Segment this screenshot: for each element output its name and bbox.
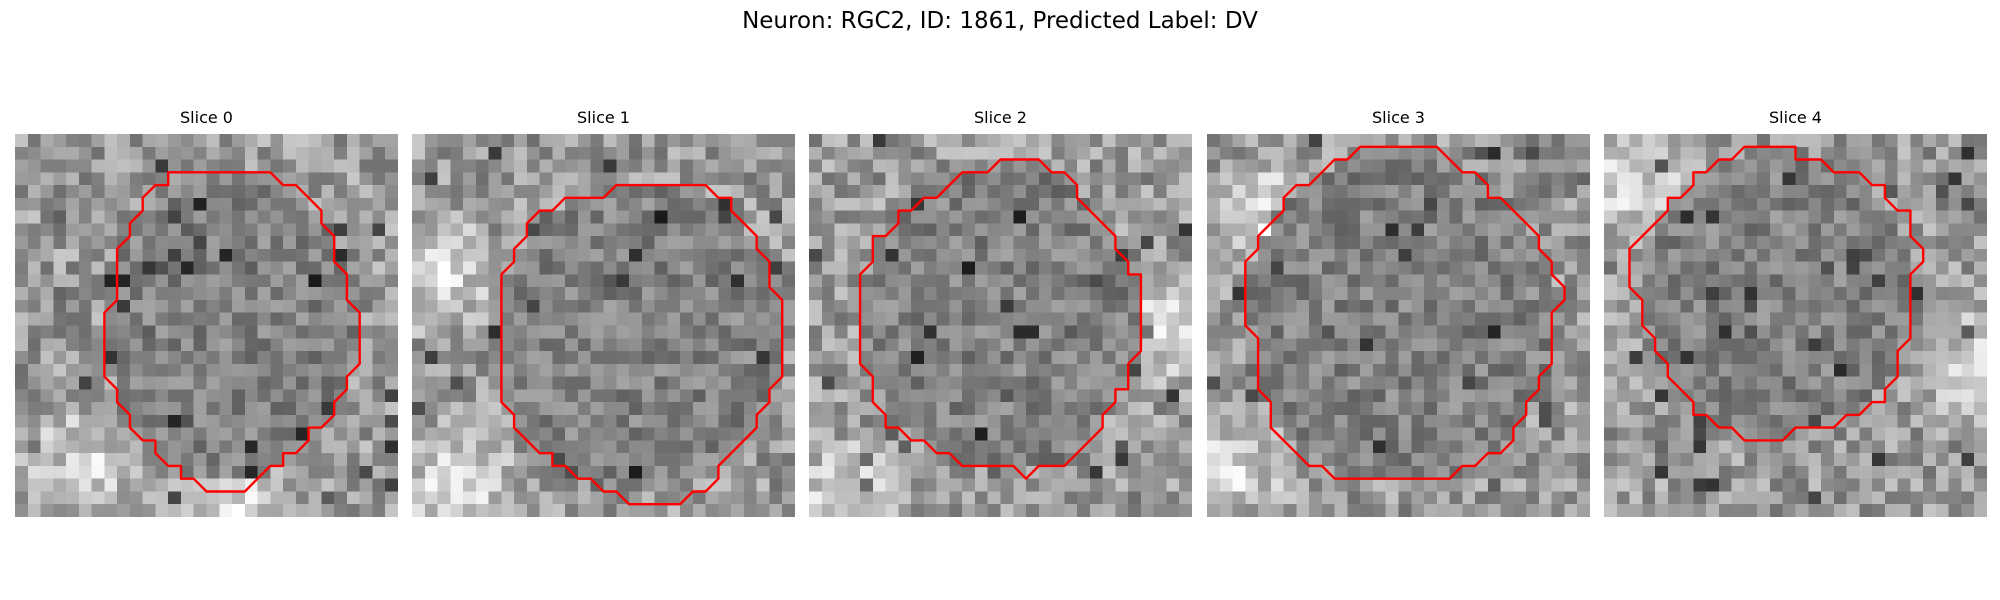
slice-title-3: Slice 3: [1372, 108, 1425, 127]
slice-panel-3: Slice 3: [1207, 108, 1590, 518]
cell-outline-4: [1628, 145, 1925, 442]
cell-outline-1: [500, 183, 784, 506]
cell-outline-path: [858, 158, 1143, 480]
slice-image-3: [1207, 134, 1590, 517]
slice-title-2: Slice 2: [974, 108, 1027, 127]
cell-outline-path: [1244, 145, 1566, 480]
cell-outline-0: [103, 171, 361, 493]
slice-panel-4: Slice 4: [1604, 108, 1987, 518]
slice-title-0: Slice 0: [180, 108, 233, 127]
cell-outline-path: [103, 171, 361, 493]
slice-title-1: Slice 1: [577, 108, 630, 127]
cell-outline-path: [500, 183, 784, 506]
slice-panel-1: Slice 1: [412, 108, 795, 518]
cell-outline-path: [1628, 145, 1925, 442]
slice-title-4: Slice 4: [1769, 108, 1822, 127]
slice-image-0: [15, 134, 398, 517]
slice-panel-0: Slice 0: [15, 108, 398, 518]
figure-title: Neuron: RGC2, ID: 1861, Predicted Label:…: [742, 8, 1258, 34]
slice-panel-2: Slice 2: [809, 108, 1192, 518]
cell-outline-2: [858, 158, 1143, 480]
cell-outline-3: [1244, 145, 1566, 480]
slice-image-2: [809, 134, 1192, 517]
